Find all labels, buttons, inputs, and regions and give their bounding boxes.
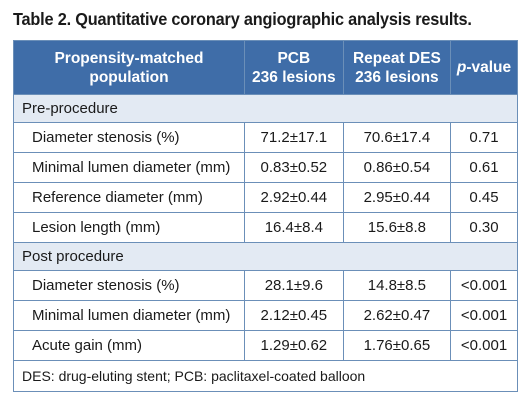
table-row: Reference diameter (mm) 2.92±0.44 2.95±0… — [13, 182, 518, 213]
p-value: 0.61 — [450, 152, 518, 183]
des-value: 1.76±0.65 — [342, 330, 452, 361]
header-population-line1: Propensity-matched — [54, 49, 204, 67]
des-value: 0.86±0.54 — [342, 152, 452, 183]
p-value: <0.001 — [450, 300, 518, 331]
p-value: 0.71 — [450, 122, 518, 153]
pcb-value: 1.29±0.62 — [243, 330, 344, 361]
row-label: Reference diameter (mm) — [13, 182, 245, 213]
table-row: Minimal lumen diameter (mm) 2.12±0.45 2.… — [13, 300, 518, 331]
pcb-value: 2.12±0.45 — [243, 300, 344, 331]
section-title: Post procedure — [13, 242, 518, 271]
table-row: Diameter stenosis (%) 28.1±9.6 14.8±8.5 … — [13, 270, 518, 301]
p-value: <0.001 — [450, 330, 518, 361]
p-value: 0.45 — [450, 182, 518, 213]
pcb-value: 0.83±0.52 — [243, 152, 344, 183]
pcb-value: 2.92±0.44 — [243, 182, 344, 213]
pcb-value: 16.4±8.4 — [243, 212, 344, 243]
section-title: Pre-procedure — [13, 94, 518, 123]
table-caption: Table 2. Quantitative coronary angiograp… — [13, 9, 472, 29]
qca-results-table: Propensity-matched population PCB 236 le… — [13, 40, 518, 392]
section-row-pre: Pre-procedure — [13, 94, 518, 123]
des-value: 70.6±17.4 — [342, 122, 452, 153]
p-value: <0.001 — [450, 270, 518, 301]
header-pcb: PCB 236 lesions — [243, 40, 344, 95]
header-des-line1: Repeat DES — [352, 49, 441, 67]
row-label: Acute gain (mm) — [13, 330, 245, 361]
header-pcb-line1: PCB — [277, 49, 311, 67]
header-pcb-line2: 236 lesions — [252, 68, 336, 86]
table-row: Lesion length (mm) 16.4±8.4 15.6±8.8 0.3… — [13, 212, 518, 243]
des-value: 14.8±8.5 — [342, 270, 452, 301]
row-label: Diameter stenosis (%) — [13, 122, 245, 153]
header-p-suffix: -value — [466, 59, 512, 76]
table-header-row: Propensity-matched population PCB 236 le… — [13, 40, 518, 95]
footnote-row: DES: drug-eluting stent; PCB: paclitaxel… — [13, 360, 518, 392]
header-p-value: p-value — [450, 40, 518, 95]
header-population-line2: population — [89, 68, 169, 86]
row-label: Minimal lumen diameter (mm) — [13, 300, 245, 331]
p-value: 0.30 — [450, 212, 518, 243]
header-p-letter: p — [456, 59, 467, 76]
table-row: Diameter stenosis (%) 71.2±17.1 70.6±17.… — [13, 122, 518, 153]
pcb-value: 71.2±17.1 — [243, 122, 344, 153]
row-label: Minimal lumen diameter (mm) — [13, 152, 245, 183]
des-value: 2.95±0.44 — [342, 182, 452, 213]
header-repeat-des: Repeat DES 236 lesions — [342, 40, 452, 95]
row-label: Lesion length (mm) — [13, 212, 245, 243]
des-value: 2.62±0.47 — [342, 300, 452, 331]
pcb-value: 28.1±9.6 — [243, 270, 344, 301]
section-row-post: Post procedure — [13, 242, 518, 271]
header-des-line2: 236 lesions — [355, 68, 439, 86]
header-population: Propensity-matched population — [13, 40, 245, 95]
des-value: 15.6±8.8 — [342, 212, 452, 243]
table-row: Minimal lumen diameter (mm) 0.83±0.52 0.… — [13, 152, 518, 183]
row-label: Diameter stenosis (%) — [13, 270, 245, 301]
table-row: Acute gain (mm) 1.29±0.62 1.76±0.65 <0.0… — [13, 330, 518, 361]
table-footnote: DES: drug-eluting stent; PCB: paclitaxel… — [13, 360, 518, 392]
